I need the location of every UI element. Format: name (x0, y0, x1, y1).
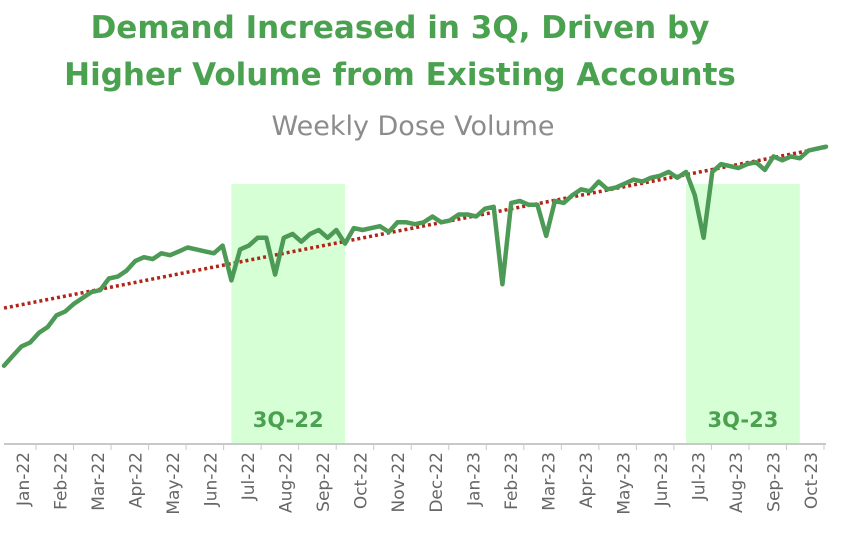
x-tick-label: Jun-22 (202, 452, 222, 507)
x-tick-label: May-22 (164, 452, 184, 515)
x-tick-label: Sep-23 (764, 452, 784, 512)
highlight-band-3q-23 (686, 184, 800, 444)
x-tick-label: Aug-22 (277, 452, 297, 513)
x-tick-label: Feb-23 (502, 452, 522, 510)
x-tick-label: Mar-23 (539, 452, 559, 511)
x-tick-label: Sep-22 (314, 452, 334, 512)
x-tick-label: Apr-22 (127, 452, 147, 508)
chart-title-line1: Demand Increased in 3Q, Driven by (90, 10, 710, 46)
x-tick-label: Jan-22 (14, 452, 34, 507)
x-tick-label: Oct-22 (352, 452, 372, 509)
chart-subtitle: Weekly Dose Volume (271, 111, 555, 142)
x-tick-label: Apr-23 (577, 452, 597, 508)
x-tick-label: Jun-23 (652, 452, 672, 507)
x-tick-label: Mar-22 (89, 452, 109, 511)
x-tick-label: Jul-22 (239, 452, 259, 501)
x-tick-label: Dec-22 (427, 452, 447, 513)
chart-title-line2: Higher Volume from Existing Accounts (64, 57, 736, 93)
weekly-dose-volume-line (1, 144, 829, 368)
x-tick-label: Nov-22 (389, 452, 409, 513)
highlight-label-3q-22: 3Q-22 (253, 408, 324, 432)
highlight-label-3q-23: 3Q-23 (708, 408, 779, 432)
x-tick-label: Oct-23 (802, 452, 822, 509)
highlight-band-3q-22 (231, 184, 346, 444)
x-tick-label: Aug-23 (727, 452, 747, 513)
x-tick-label: May-23 (614, 452, 634, 515)
x-tick-label: Jan-23 (464, 452, 484, 507)
x-tick-label: Feb-22 (52, 452, 72, 510)
x-tick-label: Jul-23 (689, 452, 709, 501)
